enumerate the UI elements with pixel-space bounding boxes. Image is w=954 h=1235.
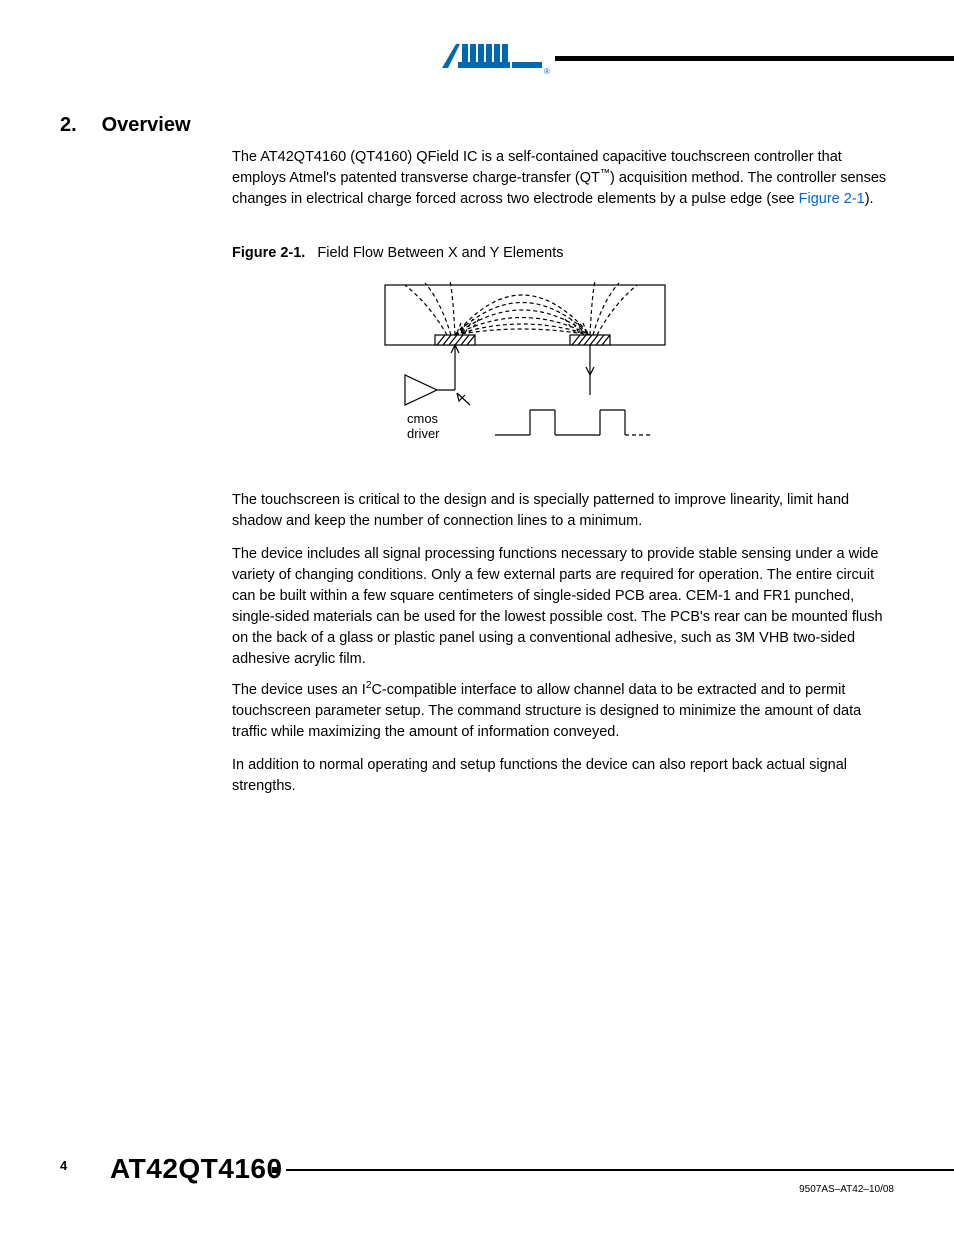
electrode-left (435, 335, 475, 345)
field-lines (405, 281, 637, 335)
section-heading: 2. Overview (60, 114, 191, 137)
section-number: 2. (60, 114, 96, 137)
footer-rule-square (272, 1167, 280, 1173)
page-footer: 4 AT42QT4160 9507AS–AT42–10/08 (0, 1151, 954, 1191)
atmel-logo: ® (440, 38, 550, 78)
footer-rule-line (286, 1169, 954, 1171)
p1-text-c: ). (865, 191, 874, 207)
paragraph-2: The touchscreen is critical to the desig… (232, 490, 892, 532)
header-rule (555, 56, 954, 61)
page-number: 4 (60, 1158, 67, 1173)
figure-label-cmos: cmos (407, 411, 439, 426)
page-header: ® (0, 38, 954, 78)
paragraph-5: In addition to normal operating and setu… (232, 755, 892, 797)
electrode-right (570, 335, 610, 345)
figure-crossref-link[interactable]: Figure 2-1 (799, 191, 865, 207)
figure-caption: Figure 2-1. Field Flow Between X and Y E… (232, 245, 564, 261)
paragraph-3: The device includes all signal processin… (232, 544, 892, 670)
document-id: 9507AS–AT42–10/08 (799, 1184, 894, 1195)
paragraph-4: The device uses an I2C-compatible interf… (232, 680, 892, 743)
pulse-waveform (495, 410, 650, 435)
paragraph-1: The AT42QT4160 (QT4160) QField IC is a s… (232, 147, 892, 210)
figure-diagram: cmos driver (375, 275, 675, 475)
registered-mark: ® (544, 67, 550, 76)
figure-label-driver: driver (407, 426, 440, 441)
figure-caption-text: Field Flow Between X and Y Elements (317, 245, 563, 261)
trademark-symbol: ™ (600, 168, 610, 179)
section-title: Overview (102, 114, 191, 136)
p4-text-a: The device uses an I (232, 682, 366, 698)
footer-product-title: AT42QT4160 (110, 1153, 283, 1185)
figure-label: Figure 2-1. (232, 245, 305, 261)
